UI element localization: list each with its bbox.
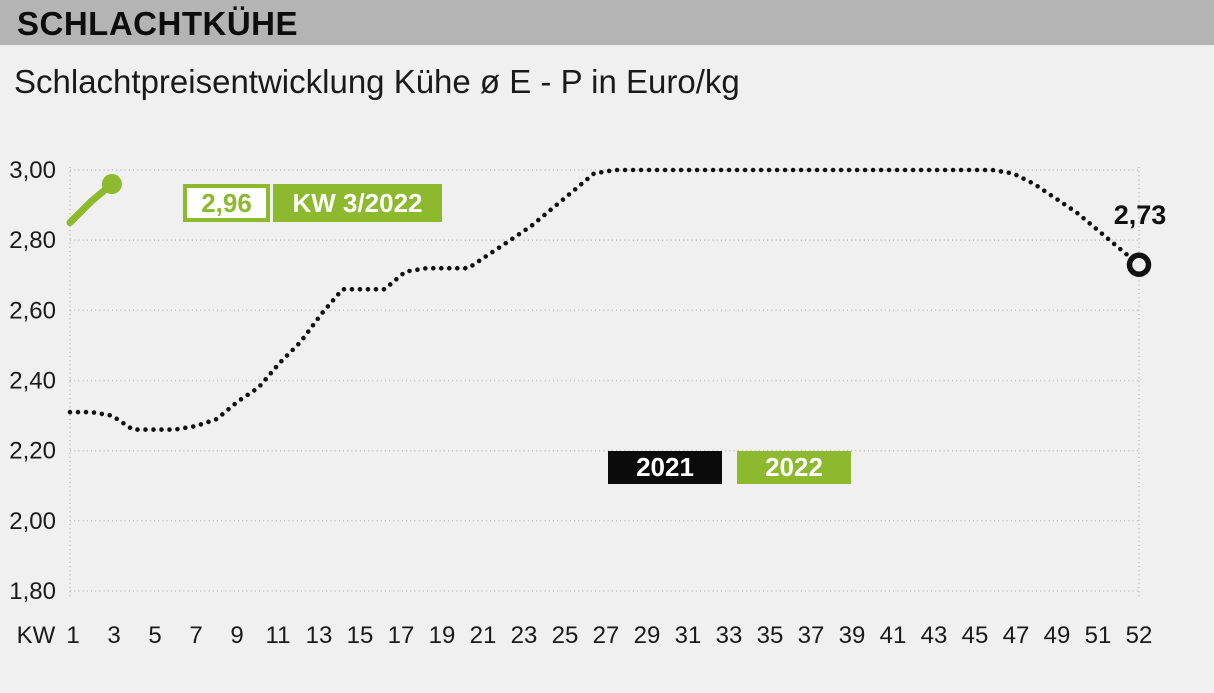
y-axis-tick-label: 3,00 — [9, 157, 56, 184]
x-axis-prefix-label: KW — [17, 622, 56, 649]
x-axis-tick-label: 21 — [470, 622, 497, 649]
x-axis-tick-label: 23 — [511, 622, 538, 649]
y-axis-tick-label: 1,80 — [9, 578, 56, 605]
callout-value: 2,96 — [201, 187, 252, 218]
series-2021-line — [67, 167, 1142, 432]
x-axis-tick-label: 13 — [306, 622, 333, 649]
x-axis-tick-label: 47 — [1003, 622, 1030, 649]
x-axis-tick-label: 9 — [230, 622, 243, 649]
x-axis-tick-label: 41 — [880, 622, 907, 649]
x-axis-tick-label: 35 — [757, 622, 784, 649]
x-axis-tick-label: 31 — [675, 622, 702, 649]
chart-legend: 2021 2022 — [608, 451, 851, 484]
x-axis-tick-label: 17 — [388, 622, 415, 649]
legend-item-2022: 2022 — [737, 451, 851, 484]
series-2021-end-marker — [1126, 252, 1152, 277]
page-title: SCHLACHTKÜHE — [17, 5, 298, 42]
series-2022-end-marker — [101, 174, 122, 195]
x-axis-tick-label: 1 — [66, 622, 79, 649]
y-axis-tick-label: 2,20 — [9, 438, 56, 465]
x-axis-tick-label: 15 — [347, 622, 374, 649]
x-axis-tick-label: 39 — [839, 622, 866, 649]
x-axis-tick-label: 45 — [962, 622, 989, 649]
x-axis-tick-label: 3 — [107, 622, 120, 649]
y-axis-tick-label: 2,80 — [9, 227, 56, 254]
legend-item-2021: 2021 — [608, 451, 722, 484]
y-axis-tick-label: 2,60 — [9, 297, 56, 324]
x-axis-tick-label: 33 — [716, 622, 743, 649]
y-axis-tick-label: 2,00 — [9, 508, 56, 535]
legend-label-2022: 2022 — [765, 452, 823, 482]
chart-subtitle: Schlachtpreisentwicklung Kühe ø E - P in… — [14, 63, 740, 100]
x-axis-tick-label: 52 — [1126, 622, 1153, 649]
x-axis-tick-label: 51 — [1085, 622, 1112, 649]
x-axis-tick-label: 27 — [593, 622, 620, 649]
end-value-label: 2,73 — [1113, 200, 1167, 230]
y-axis-tick-label: 2,40 — [9, 368, 56, 395]
current-price-callout: 2,96 KW 3/2022 — [183, 184, 442, 222]
legend-label-2021: 2021 — [636, 452, 694, 482]
x-axis-tick-label: 37 — [798, 622, 825, 649]
callout-value-box: 2,96 — [183, 184, 270, 222]
x-axis-tick-label: 7 — [189, 622, 202, 649]
title-bar: SCHLACHTKÜHE — [0, 0, 1214, 45]
x-axis-tick-label: 43 — [921, 622, 948, 649]
x-axis-tick-label: 25 — [552, 622, 579, 649]
callout-week: KW 3/2022 — [292, 187, 423, 218]
x-axis-tick-label: 5 — [148, 622, 161, 649]
callout-week-box: KW 3/2022 — [273, 184, 442, 222]
x-axis-tick-label: 29 — [634, 622, 661, 649]
x-axis-tick-label: 49 — [1044, 622, 1071, 649]
x-axis-tick-label: 19 — [429, 622, 456, 649]
x-axis-tick-label: 11 — [266, 622, 291, 649]
